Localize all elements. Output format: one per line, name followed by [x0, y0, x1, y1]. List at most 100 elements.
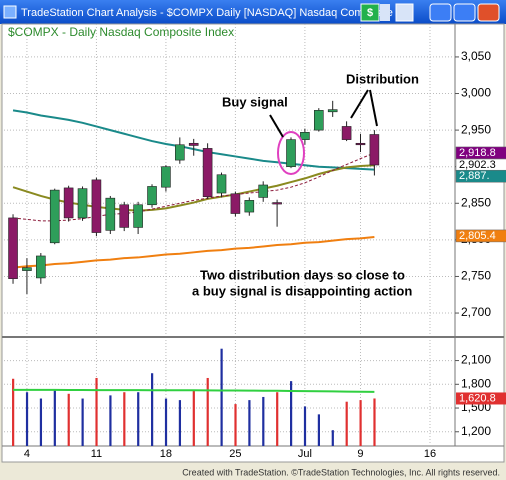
buy-signal-highlight: [277, 131, 305, 175]
y-tick-label: 2,950: [461, 122, 491, 136]
candle-body: [313, 110, 324, 131]
annotation: a buy signal is disappointing action: [192, 283, 412, 298]
symbol-button-label[interactable]: $: [367, 7, 373, 19]
candle-body: [188, 142, 199, 146]
candle-body: [105, 197, 116, 231]
y-tick-label: 2,850: [461, 195, 491, 209]
volume-bar: [39, 398, 43, 446]
volume-bar: [12, 378, 15, 446]
candle-body: [77, 188, 88, 219]
volume-bar: [67, 393, 70, 446]
volume-bar: [276, 392, 279, 446]
buy-arrow: [269, 114, 284, 138]
candle-body: [341, 126, 352, 140]
distribution-arrow: [369, 89, 378, 127]
maximize-button[interactable]: [453, 3, 476, 22]
volume-bar: [359, 400, 362, 446]
y-tick-label: 2,100: [461, 353, 491, 367]
candle-body: [272, 202, 282, 205]
y-tick-label: 2,750: [461, 269, 491, 283]
volume-bar: [178, 400, 182, 446]
candle-body: [8, 217, 18, 279]
candle-body: [91, 179, 102, 233]
minimize-button[interactable]: [429, 3, 452, 22]
candle-body: [230, 193, 241, 214]
candle-body: [119, 204, 130, 228]
moving-average: [12, 235, 375, 269]
annotation: Distribution: [346, 71, 419, 86]
price-marker-label: 2,805.4: [459, 230, 496, 242]
candle-body: [286, 139, 296, 167]
x-tick-label: 16: [424, 448, 436, 460]
volume-bar: [220, 348, 223, 446]
candle-body: [327, 109, 338, 113]
dropdown-button[interactable]: [380, 4, 390, 21]
x-tick-label: 18: [160, 448, 172, 460]
price-marker: [455, 229, 506, 243]
candle-body: [258, 184, 269, 198]
y-tick-label: 3,050: [461, 49, 491, 63]
price-marker-label: 2,902.3: [459, 159, 496, 171]
app-icon: [3, 5, 17, 19]
volume-bar: [373, 398, 376, 446]
volume-average: [13, 388, 375, 393]
volume-bar: [123, 392, 126, 446]
candle-body: [161, 166, 171, 188]
volume-bar: [303, 406, 307, 446]
volume-bar: [95, 377, 98, 446]
price-marker-label: 2,918.8: [459, 147, 496, 159]
price-marker-label: 2,887.: [459, 170, 490, 182]
candle-body: [147, 186, 157, 206]
y-tick-label: 3,000: [461, 86, 491, 100]
annotation: Two distribution days so close to: [200, 267, 405, 282]
volume-bar: [25, 392, 29, 446]
candle-body: [22, 267, 32, 271]
volume-bar: [234, 404, 237, 446]
x-tick-label: 9: [357, 448, 363, 460]
x-tick-label: 4: [24, 448, 30, 460]
y-tick-label: 2,700: [461, 305, 491, 319]
footer: Created with TradeStation. ©TradeStation…: [182, 467, 500, 477]
x-tick-label: Jul: [298, 448, 312, 460]
volume-bar: [81, 398, 84, 446]
candle-body: [133, 204, 143, 228]
candle-body: [355, 142, 366, 146]
candle-body: [63, 187, 74, 219]
candle-body: [202, 148, 213, 197]
window-title: TradeStation Chart Analysis - $COMPX Dai…: [21, 7, 414, 19]
chart-area: [1, 23, 505, 463]
candle-body: [369, 134, 380, 166]
menu-button[interactable]: [395, 3, 414, 22]
volume-bar: [109, 395, 112, 446]
title-bar: [0, 0, 506, 24]
price-marker: [455, 169, 506, 183]
candle-body: [216, 174, 227, 194]
y-tick-label: 1,800: [461, 376, 491, 390]
chart-title: $COMPX - Daily Nasdaq Composite Index: [8, 25, 234, 39]
distribution-arrow: [350, 89, 369, 119]
candle-body: [36, 255, 46, 279]
annotation: Buy signal: [222, 94, 288, 109]
volume-marker: [456, 392, 506, 405]
volume-bar: [192, 390, 195, 446]
volume-bar: [248, 400, 251, 446]
moving-average: [12, 152, 375, 222]
close-button[interactable]: [477, 3, 500, 22]
x-tick-label: 25: [229, 448, 241, 460]
volume-bar: [331, 430, 334, 446]
volume-bar: [317, 414, 320, 446]
x-tick-label: 11: [91, 448, 102, 460]
candle-body: [49, 189, 60, 244]
candle-body: [244, 200, 255, 213]
volume-bar: [206, 377, 209, 446]
candle-body: [175, 144, 185, 161]
volume-bar: [164, 398, 168, 446]
volume-bar: [262, 396, 265, 446]
y-tick-label: 1,200: [461, 424, 491, 438]
symbol-button[interactable]: [360, 3, 380, 22]
volume-bar: [290, 381, 293, 446]
volume-bar: [345, 401, 348, 446]
volume-marker-label: 1,620.8: [459, 392, 496, 404]
candle-body: [300, 132, 310, 140]
